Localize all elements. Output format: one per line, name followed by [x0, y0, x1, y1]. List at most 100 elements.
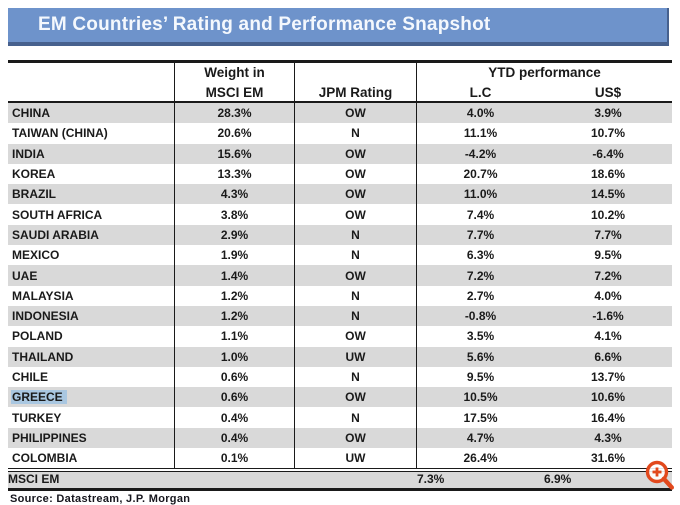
weight-cell: 1.2%: [175, 285, 295, 306]
rating-cell: N: [295, 224, 417, 246]
usd-cell: 13.7%: [590, 370, 626, 384]
country-label: TURKEY: [12, 410, 62, 425]
table-row: THAILAND 1.0% UW 5.6% 6.6%: [8, 346, 672, 367]
rating-cell: OW: [295, 265, 417, 286]
country-label: PHILIPPINES: [12, 430, 87, 445]
weight-cell: 4.3%: [175, 184, 295, 205]
table-row: BRAZIL 4.3% OW 11.0% 14.5%: [8, 184, 672, 205]
lc-cell: 7.7%: [417, 224, 544, 246]
usd-cell: -6.4%: [544, 143, 672, 164]
lc-cell: -4.2%: [417, 143, 544, 164]
lc-cell: -0.8%: [417, 305, 544, 327]
table-row: GREECE 0.6% OW 10.5% 10.6%: [8, 387, 672, 408]
usd-cell: 10.7%: [590, 126, 626, 141]
country-cell: SAUDI ARABIA: [8, 224, 175, 246]
weight-cell: 13.3%: [175, 163, 295, 185]
rating-cell: N: [295, 407, 417, 428]
usd-cell: 3.9%: [544, 103, 672, 124]
country-label: THAILAND: [12, 349, 74, 364]
usd-cell: 4.1%: [594, 329, 622, 344]
table-body: CHINA 28.3% OW 4.0% 3.9% TAIWAN (CHINA) …: [8, 103, 672, 469]
total-label-cell: MSCI EM: [8, 472, 175, 489]
table-row: TAIWAN (CHINA) 20.6% N 11.1% 10.7%: [8, 123, 672, 144]
rating-cell: OW: [295, 163, 417, 185]
lc-cell: 5.6%: [417, 346, 544, 367]
rating-cell: OW: [295, 326, 417, 347]
table-row: UAE 1.4% OW 7.2% 7.2%: [8, 265, 672, 286]
lc-cell: 2.7%: [466, 288, 495, 303]
usd-cell: 7.7%: [544, 224, 672, 246]
country-label: KOREA: [12, 167, 56, 182]
weight-cell: 3.8%: [175, 204, 295, 225]
rating-cell: N: [295, 245, 417, 266]
country-label: MALAYSIA: [12, 288, 74, 303]
country-cell: BRAZIL: [8, 184, 175, 205]
lc-cell: 4.7%: [417, 427, 544, 449]
rating-cell: OW: [295, 184, 417, 205]
ratings-table: Weight in MSCI EM JPM Rating YTD perform…: [8, 60, 672, 492]
weight-cell: 0.1%: [175, 448, 295, 469]
zoom-in-icon[interactable]: [643, 458, 677, 494]
usd-cell: 31.6%: [590, 451, 626, 466]
ytd-header-group: YTD performance L.C US$: [417, 63, 672, 101]
table-row: INDONESIA 1.2% N -0.8% -1.6%: [8, 305, 672, 327]
lc-cell: 3.5%: [466, 329, 495, 344]
total-lc-cell: 7.3%: [417, 472, 544, 489]
total-row: MSCI EM 7.3% 6.9%: [8, 472, 672, 492]
weight-header-cell: Weight in MSCI EM: [175, 63, 295, 101]
ytd-subheaders: L.C US$: [417, 85, 672, 100]
lc-cell: 6.3%: [466, 248, 495, 263]
weight-cell: 1.9%: [175, 245, 295, 266]
country-label: GREECE: [11, 390, 67, 405]
table-row: MEXICO 1.9% N 6.3% 9.5%: [8, 245, 672, 266]
country-cell: THAILAND: [8, 346, 175, 367]
country-cell: KOREA: [8, 163, 175, 185]
lc-cell: 7.2%: [417, 265, 544, 286]
country-label: POLAND: [12, 329, 63, 344]
jpm-rating-header-cell: JPM Rating: [295, 63, 417, 101]
title-banner: EM Countries’ Rating and Performance Sna…: [8, 8, 669, 46]
usd-cell: 6.6%: [544, 346, 672, 367]
country-cell: PHILIPPINES: [8, 427, 175, 449]
country-cell: SOUTH AFRICA: [8, 204, 175, 225]
weight-cell: 0.6%: [175, 387, 295, 408]
table-row: COLOMBIA 0.1% UW 26.4% 31.6%: [8, 448, 672, 469]
table-row: CHINA 28.3% OW 4.0% 3.9%: [8, 103, 672, 124]
table-row: KOREA 13.3% OW 20.7% 18.6%: [8, 163, 672, 185]
country-label: CHINA: [12, 106, 50, 121]
table-row: SOUTH AFRICA 3.8% OW 7.4% 10.2%: [8, 204, 672, 225]
source-note: Source: Datastream, J.P. Morgan: [10, 493, 191, 505]
table-row: POLAND 1.1% OW 3.5% 4.1%: [8, 326, 672, 347]
country-cell: CHINA: [8, 103, 175, 124]
table-row: INDIA 15.6% OW -4.2% -6.4%: [8, 143, 672, 164]
country-cell: INDONESIA: [8, 305, 175, 327]
weight-cell: 2.9%: [175, 224, 295, 246]
usd-cell: 4.0%: [594, 288, 622, 303]
lc-cell: 26.4%: [463, 451, 498, 466]
rating-cell: N: [295, 123, 417, 144]
weight-header-line1: Weight in: [204, 65, 265, 80]
country-cell: GREECE: [8, 387, 175, 408]
rating-cell: OW: [295, 427, 417, 449]
weight-cell: 1.0%: [175, 346, 295, 367]
usd-cell: 16.4%: [590, 410, 626, 425]
country-cell: MALAYSIA: [8, 285, 175, 306]
table-header-row: Weight in MSCI EM JPM Rating YTD perform…: [8, 63, 672, 103]
rating-cell: OW: [295, 204, 417, 225]
rating-cell: UW: [295, 346, 417, 367]
table-row: SAUDI ARABIA 2.9% N 7.7% 7.7%: [8, 224, 672, 246]
weight-cell: 1.2%: [175, 305, 295, 327]
country-label: INDIA: [12, 146, 45, 161]
country-label: TAIWAN (CHINA): [12, 126, 108, 141]
country-cell: CHILE: [8, 366, 175, 388]
country-cell: MEXICO: [8, 245, 175, 266]
ytd-group-label: YTD performance: [488, 65, 601, 80]
usd-cell: 4.3%: [544, 427, 672, 449]
lc-cell: 10.5%: [417, 387, 544, 408]
weight-cell: 28.3%: [175, 103, 295, 124]
total-weight-cell: [175, 472, 295, 489]
usd-cell: 10.2%: [590, 207, 626, 222]
usd-cell: 9.5%: [594, 248, 622, 263]
rating-cell: UW: [295, 448, 417, 469]
country-cell: INDIA: [8, 143, 175, 164]
